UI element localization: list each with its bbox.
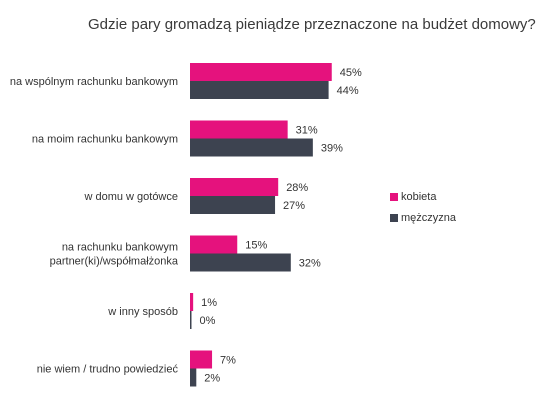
data-label: 15% [245, 240, 267, 252]
legend: kobieta mężczyzna [390, 186, 456, 228]
bar-mężczyzna [190, 81, 329, 99]
bar-kobieta [190, 293, 194, 311]
legend-item-kobieta: kobieta [390, 186, 456, 207]
bar-kobieta [190, 350, 213, 369]
data-label: 7% [220, 355, 236, 367]
data-label: 39% [321, 143, 343, 155]
data-label: 1% [201, 297, 217, 309]
bar-kobieta [190, 178, 279, 196]
bar-mężczyzna [190, 368, 197, 387]
category-label: na moim rachunku bankowym [32, 134, 178, 146]
bar-mężczyzna [190, 311, 192, 329]
legend-swatch-mezczyzna [390, 213, 398, 222]
legend-label-kobieta: kobieta [401, 190, 437, 203]
data-label: 31% [296, 125, 318, 137]
legend-label-mezczyzna: mężczyzna [401, 211, 457, 224]
category-label: w inny sposób [107, 306, 178, 318]
category-label: na wspólnym rachunku bankowym [10, 76, 178, 88]
chart-title-text: Gdzie pary gromadzą pieniądze przeznaczo… [88, 16, 536, 33]
bar-kobieta [190, 235, 238, 254]
bar-kobieta [190, 120, 288, 139]
category-label: partner(ki)/współmałżonka [50, 256, 179, 268]
data-label: 0% [200, 315, 216, 327]
bar-mężczyzna [190, 138, 313, 157]
data-label: 32% [299, 258, 321, 270]
data-label: 44% [337, 85, 359, 97]
data-label: 27% [283, 200, 305, 212]
category-label: w domu w gotówce [83, 191, 178, 203]
bar-mężczyzna [190, 196, 276, 214]
category-label: na rachunku bankowym [62, 242, 178, 254]
legend-swatch-kobieta [390, 192, 398, 201]
legend-item-mezczyzna: mężczyzna [390, 207, 456, 228]
category-label: nie wiem / trudno powiedzieć [37, 364, 179, 376]
data-label: 45% [340, 67, 362, 79]
bar-kobieta [190, 63, 332, 81]
data-label: 2% [204, 373, 220, 385]
bar-mężczyzna [190, 253, 291, 272]
data-label: 28% [286, 182, 308, 194]
